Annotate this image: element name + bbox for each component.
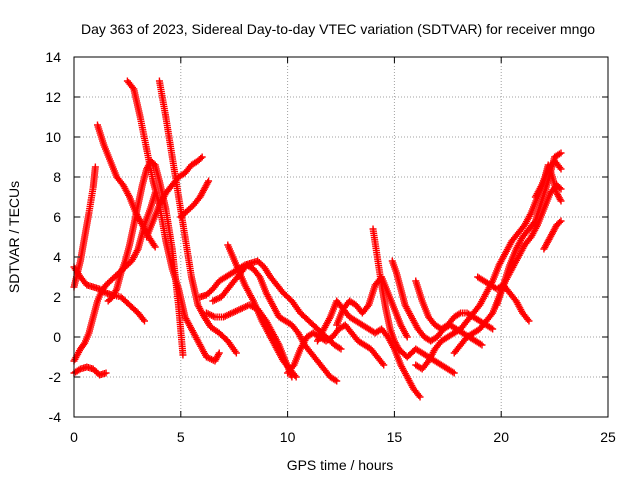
data-point bbox=[557, 217, 565, 225]
data-point bbox=[557, 185, 565, 193]
data-point bbox=[205, 177, 213, 185]
data-point bbox=[487, 311, 495, 319]
data-point bbox=[75, 366, 83, 374]
data-point bbox=[363, 303, 371, 311]
data-point bbox=[450, 369, 458, 377]
x-tick-label: 15 bbox=[387, 429, 403, 445]
data-point bbox=[487, 324, 495, 332]
data-point bbox=[449, 368, 457, 376]
series-s4 bbox=[70, 163, 99, 291]
data-point bbox=[489, 325, 497, 333]
series-s26 bbox=[540, 217, 565, 253]
y-tick-label: 8 bbox=[53, 169, 61, 185]
y-tick-label: 4 bbox=[53, 249, 61, 265]
data-point bbox=[255, 271, 263, 279]
series-s10 bbox=[177, 177, 213, 221]
y-tick-label: -2 bbox=[49, 369, 62, 385]
data-point bbox=[197, 154, 205, 162]
series-s15 bbox=[284, 321, 388, 377]
data-point bbox=[333, 377, 341, 385]
data-point bbox=[403, 333, 411, 341]
series-s18 bbox=[369, 225, 458, 377]
data-point bbox=[557, 149, 565, 157]
data-point bbox=[102, 369, 110, 377]
data-point bbox=[112, 287, 120, 295]
data-point bbox=[556, 218, 564, 226]
data-point bbox=[331, 376, 339, 384]
data-point bbox=[337, 345, 345, 353]
data-point bbox=[129, 83, 137, 91]
data-point bbox=[455, 310, 463, 318]
data-point bbox=[335, 344, 343, 352]
data-point bbox=[476, 340, 484, 348]
data-point bbox=[291, 371, 299, 379]
data-points bbox=[70, 77, 565, 401]
y-tick-label: -4 bbox=[49, 409, 62, 425]
plot-frame bbox=[73, 56, 609, 418]
data-point bbox=[232, 349, 240, 357]
y-axis-ticks: -4 -2 0 2 4 6 8 10 12 14 bbox=[45, 49, 608, 425]
data-point bbox=[415, 391, 423, 399]
data-point bbox=[416, 393, 424, 401]
y-tick-label: 12 bbox=[45, 89, 61, 105]
x-tick-label: 20 bbox=[493, 429, 509, 445]
data-point bbox=[557, 165, 565, 173]
y-tick-label: 0 bbox=[53, 329, 61, 345]
series-s14 bbox=[224, 241, 300, 381]
data-point bbox=[91, 163, 99, 171]
x-axis-label: GPS time / hours bbox=[287, 457, 394, 473]
data-point bbox=[139, 315, 147, 323]
data-point bbox=[556, 163, 564, 171]
data-point bbox=[556, 195, 564, 203]
data-point bbox=[215, 349, 223, 357]
series-s23 bbox=[474, 273, 533, 325]
data-point bbox=[140, 317, 148, 325]
series-s1 bbox=[70, 263, 148, 325]
data-point bbox=[478, 341, 486, 349]
x-tick-label: 25 bbox=[600, 429, 616, 445]
y-tick-label: 2 bbox=[53, 289, 61, 305]
data-point bbox=[524, 315, 532, 323]
x-tick-label: 5 bbox=[177, 429, 185, 445]
data-point bbox=[214, 351, 222, 359]
chart-title: Day 363 of 2023, Sidereal Day-to-day VTE… bbox=[81, 21, 595, 37]
data-point bbox=[198, 153, 206, 161]
data-point bbox=[380, 361, 388, 369]
y-tick-label: 6 bbox=[53, 209, 61, 225]
data-point bbox=[555, 150, 563, 158]
y-tick-label: 10 bbox=[45, 129, 61, 145]
x-tick-label: 10 bbox=[280, 429, 296, 445]
series-s7 bbox=[123, 77, 223, 365]
x-axis-ticks: 0 5 10 15 20 25 bbox=[70, 57, 616, 445]
data-point bbox=[525, 317, 533, 325]
data-point bbox=[204, 179, 212, 187]
series-s9 bbox=[143, 153, 206, 241]
series-s13 bbox=[202, 301, 296, 381]
data-point bbox=[378, 359, 386, 367]
data-point bbox=[292, 373, 300, 381]
series-s2 bbox=[70, 363, 110, 379]
data-point bbox=[289, 363, 297, 371]
data-point bbox=[557, 197, 565, 205]
data-point bbox=[151, 243, 159, 251]
series-s25 bbox=[531, 157, 565, 201]
y-axis-label: SDTVAR / TECUs bbox=[6, 181, 22, 293]
x-tick-label: 0 bbox=[70, 429, 78, 445]
y-tick-label: 14 bbox=[45, 49, 61, 65]
data-point bbox=[530, 219, 538, 227]
series-s6 bbox=[104, 157, 187, 359]
data-point bbox=[179, 351, 187, 359]
data-point bbox=[556, 184, 564, 192]
